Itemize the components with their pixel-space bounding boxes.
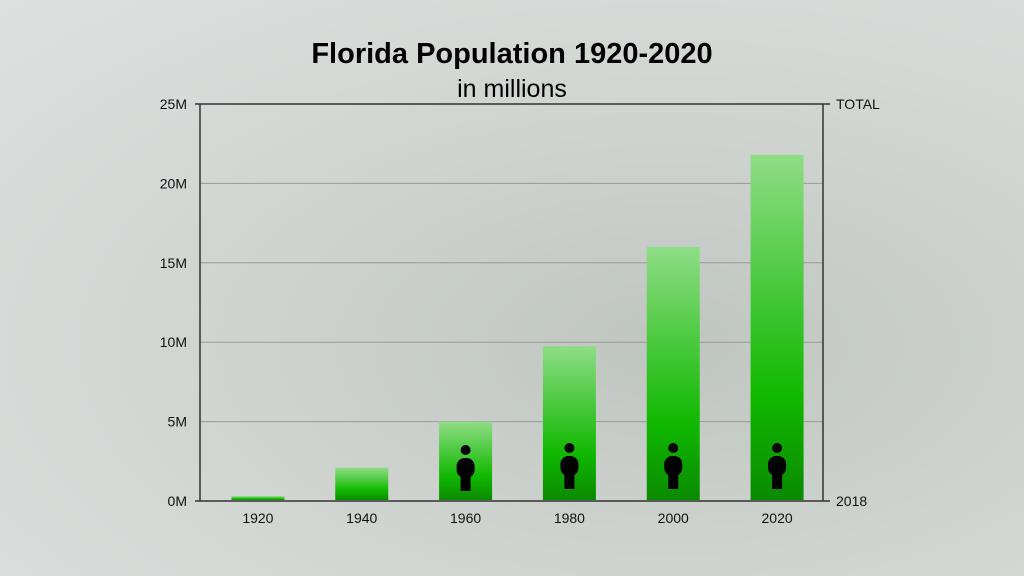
person-icon [560,443,579,489]
right-axis-bottom-label: 2018 [836,493,867,509]
y-tick-label: 5M [168,414,187,430]
y-tick-label: 20M [160,175,187,191]
x-tick-label: 1940 [346,510,377,526]
x-tick-label: 1960 [450,510,481,526]
y-tick-label: 10M [160,334,187,350]
person-icon [664,443,683,489]
bar-1920 [231,496,285,500]
x-tick-label: 2000 [658,510,689,526]
bar-1940 [335,467,389,500]
x-tick-label: 2020 [762,510,793,526]
person-icon [768,443,787,489]
x-tick-label: 1980 [554,510,585,526]
right-axis-top-label: TOTAL [836,96,880,112]
y-tick-label: 25M [160,96,187,112]
bar-2020 [750,154,804,501]
y-tick-label: 15M [160,255,187,271]
x-tick-label: 1920 [242,510,273,526]
y-tick-label: 0M [168,493,187,509]
person-icon [456,445,475,491]
chart-title: Florida Population 1920-2020 [311,38,712,70]
chart-subtitle: in millions [457,75,567,103]
